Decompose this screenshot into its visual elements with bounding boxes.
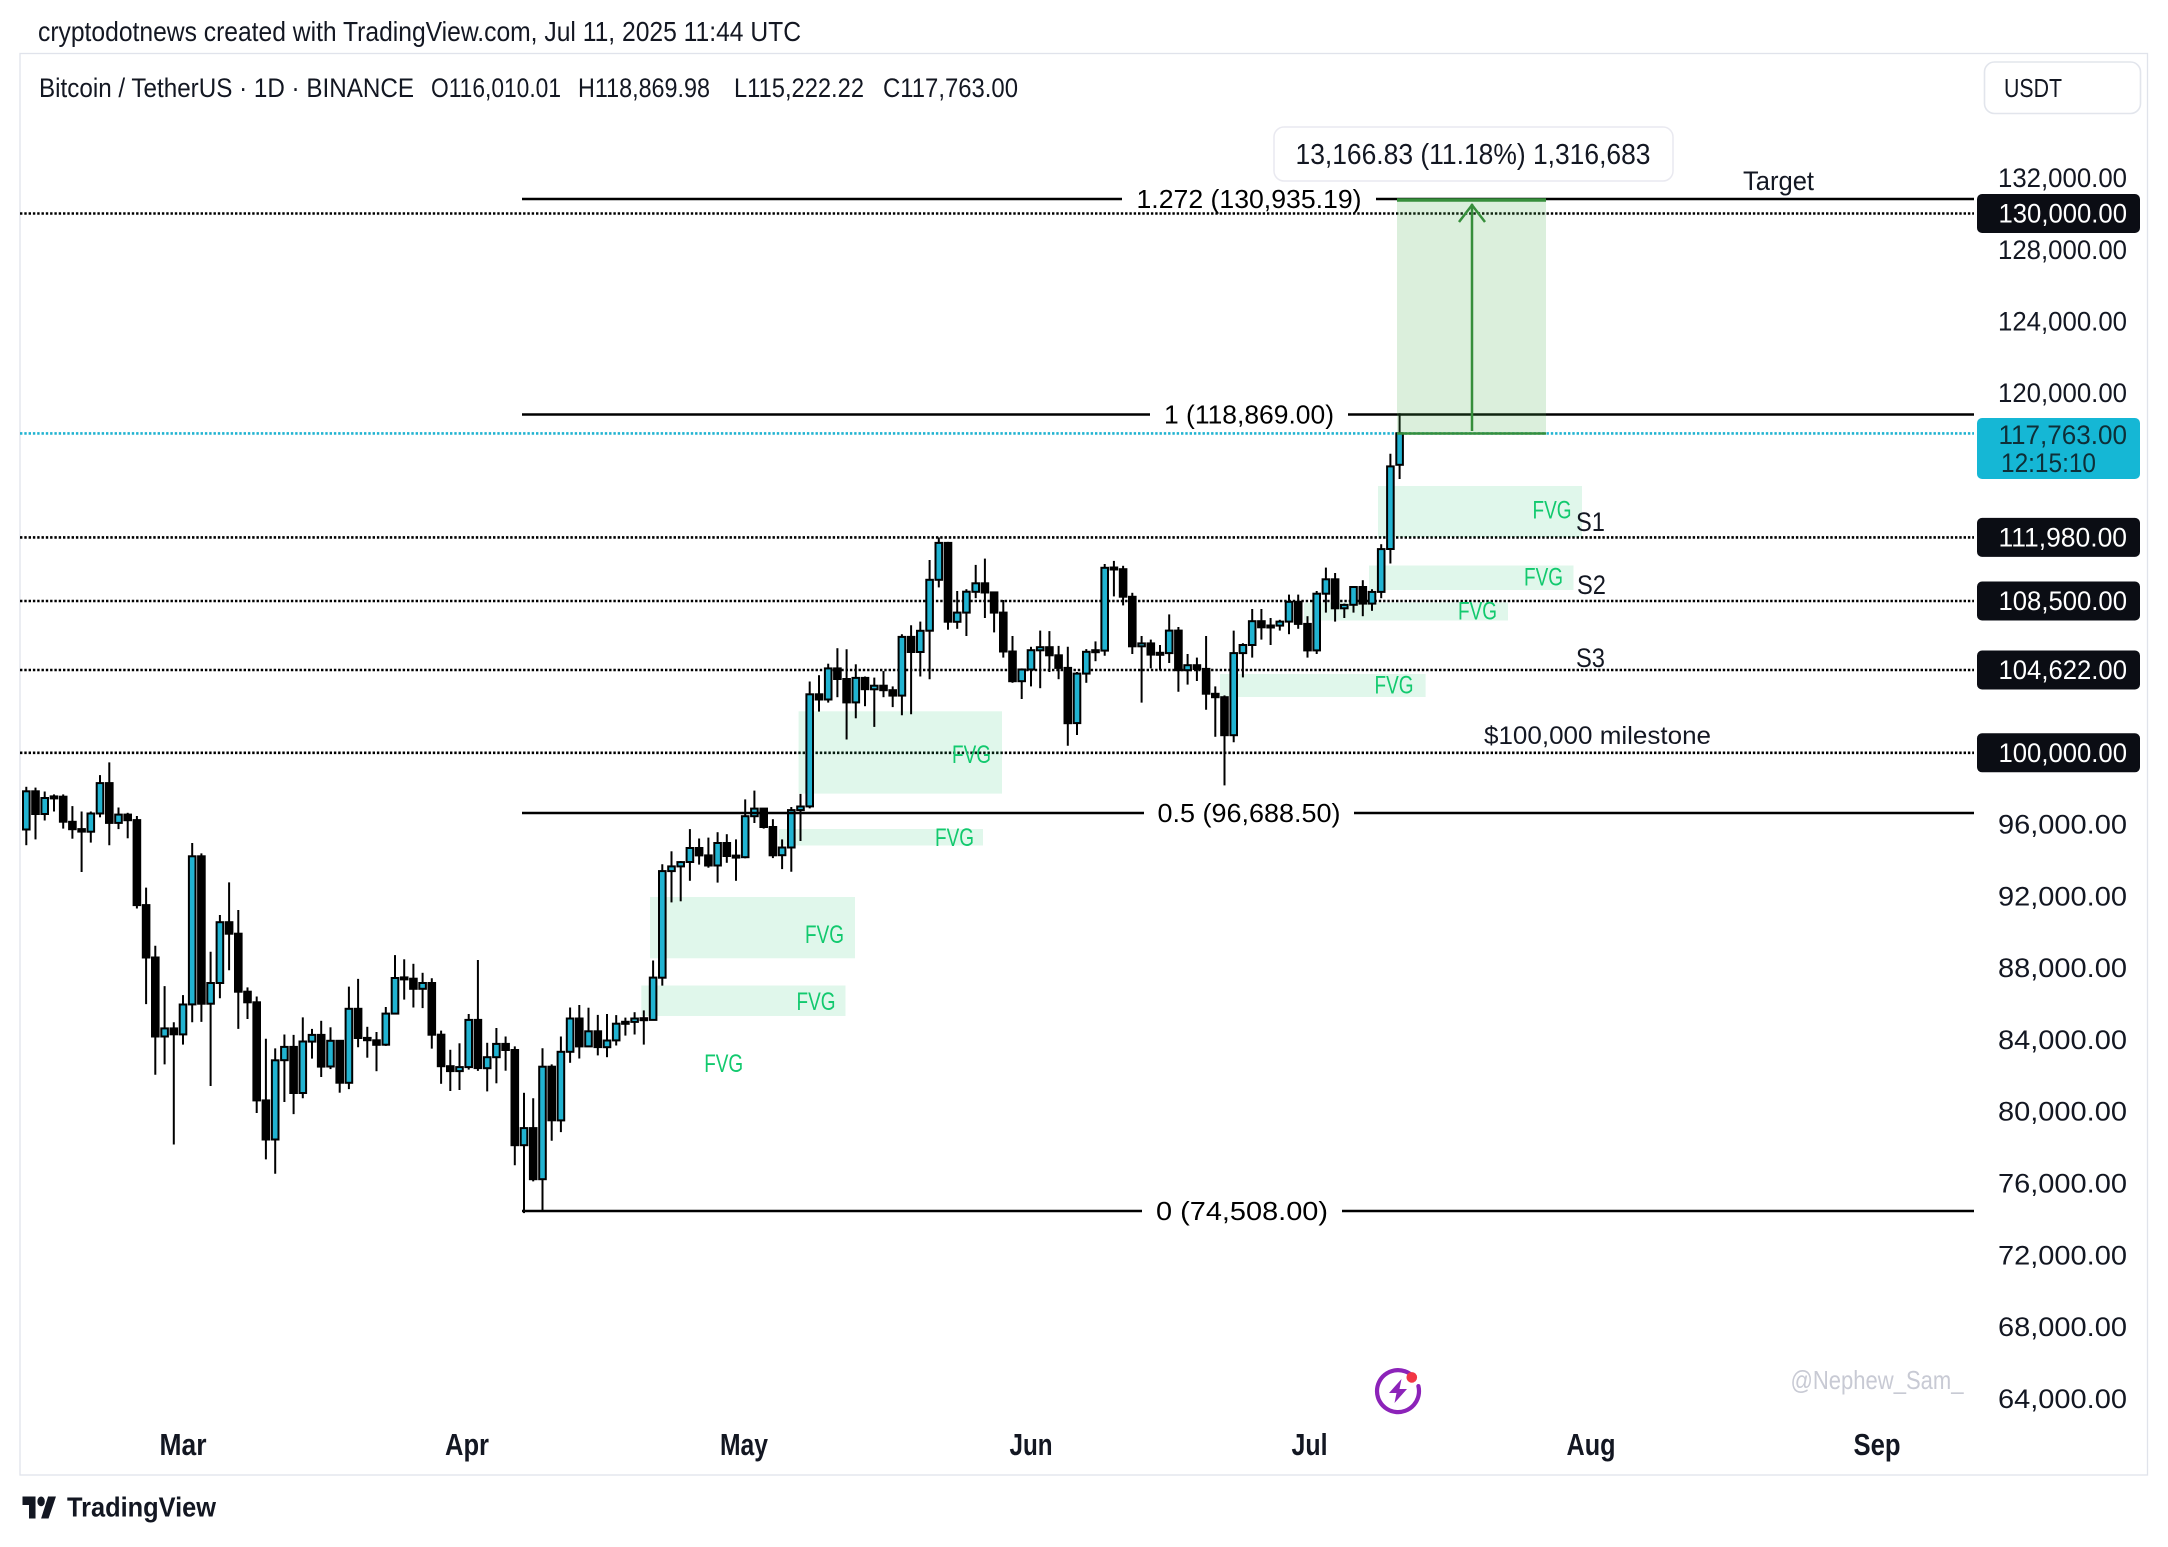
svg-text:100,000.00: 100,000.00 (1999, 738, 2128, 768)
svg-text:13,166.83 (11.18%) 1,316,683: 13,166.83 (11.18%) 1,316,683 (1296, 139, 1651, 171)
svg-text:S1: S1 (1576, 507, 1605, 537)
svg-text:FVG: FVG (704, 1050, 743, 1078)
svg-text:FVG: FVG (952, 741, 991, 769)
svg-text:FVG: FVG (1458, 598, 1497, 626)
svg-text:96,000.00: 96,000.00 (1998, 810, 2127, 840)
svg-text:S3: S3 (1576, 643, 1605, 673)
svg-text:124,000.00: 124,000.00 (1998, 306, 2127, 336)
svg-text:92,000.00: 92,000.00 (1998, 881, 2127, 911)
svg-text:Apr: Apr (445, 1427, 489, 1462)
svg-text:FVG: FVG (805, 921, 844, 949)
svg-text:FVG: FVG (1524, 564, 1563, 592)
svg-text:TradingView: TradingView (67, 1492, 216, 1523)
svg-text:128,000.00: 128,000.00 (1998, 235, 2127, 265)
svg-text:FVG: FVG (1375, 672, 1414, 700)
svg-text:Jul: Jul (1292, 1427, 1328, 1462)
svg-text:Sep: Sep (1854, 1427, 1901, 1462)
svg-text:FVG: FVG (935, 824, 974, 852)
svg-text:FVG: FVG (797, 988, 836, 1016)
svg-text:104,622.00: 104,622.00 (1999, 655, 2128, 685)
svg-text:132,000.00: 132,000.00 (1998, 163, 2127, 193)
svg-text:Mar: Mar (160, 1427, 207, 1462)
svg-text:88,000.00: 88,000.00 (1998, 953, 2127, 983)
svg-text:80,000.00: 80,000.00 (1998, 1097, 2127, 1127)
svg-text:May: May (720, 1427, 769, 1462)
svg-text:117,763.00: 117,763.00 (1999, 420, 2128, 450)
svg-text:68,000.00: 68,000.00 (1998, 1312, 2127, 1342)
svg-text:$100,000 milestone: $100,000 milestone (1484, 722, 1711, 750)
svg-text:Bitcoin / TetherUS · 1D · BINA: Bitcoin / TetherUS · 1D · BINANCE (39, 73, 414, 103)
svg-text:0 (74,508.00): 0 (74,508.00) (1156, 1196, 1328, 1226)
svg-text:cryptodotnews created with Tra: cryptodotnews created with TradingView.c… (38, 16, 801, 47)
svg-text:Aug: Aug (1567, 1427, 1616, 1462)
svg-text:Target: Target (1743, 166, 1814, 196)
svg-text:O116,010.01: O116,010.01 (431, 73, 561, 103)
svg-text:S2: S2 (1577, 570, 1606, 600)
svg-text:Jun: Jun (1010, 1427, 1053, 1462)
svg-text:FVG: FVG (1533, 497, 1572, 525)
svg-text:76,000.00: 76,000.00 (1998, 1169, 2127, 1199)
svg-text:120,000.00: 120,000.00 (1998, 378, 2127, 408)
svg-text:108,500.00: 108,500.00 (1999, 586, 2128, 616)
svg-text:84,000.00: 84,000.00 (1998, 1025, 2127, 1055)
svg-text:1.272 (130,935.19): 1.272 (130,935.19) (1137, 184, 1362, 214)
svg-text:72,000.00: 72,000.00 (1998, 1240, 2127, 1270)
svg-text:12:15:10: 12:15:10 (2001, 448, 2096, 478)
svg-text:111,980.00: 111,980.00 (1999, 522, 2128, 552)
svg-text:H118,869.98: H118,869.98 (578, 73, 710, 103)
svg-text:USDT: USDT (2004, 73, 2062, 103)
svg-text:0.5 (96,688.50): 0.5 (96,688.50) (1158, 798, 1341, 828)
svg-text:@Nephew_Sam_: @Nephew_Sam_ (1791, 1365, 1964, 1395)
svg-text:C117,763.00: C117,763.00 (883, 73, 1018, 103)
svg-text:130,000.00: 130,000.00 (1999, 199, 2128, 229)
svg-text:1 (118,869.00): 1 (118,869.00) (1164, 400, 1334, 430)
svg-text:L115,222.22: L115,222.22 (734, 73, 864, 103)
svg-text:64,000.00: 64,000.00 (1998, 1384, 2127, 1414)
